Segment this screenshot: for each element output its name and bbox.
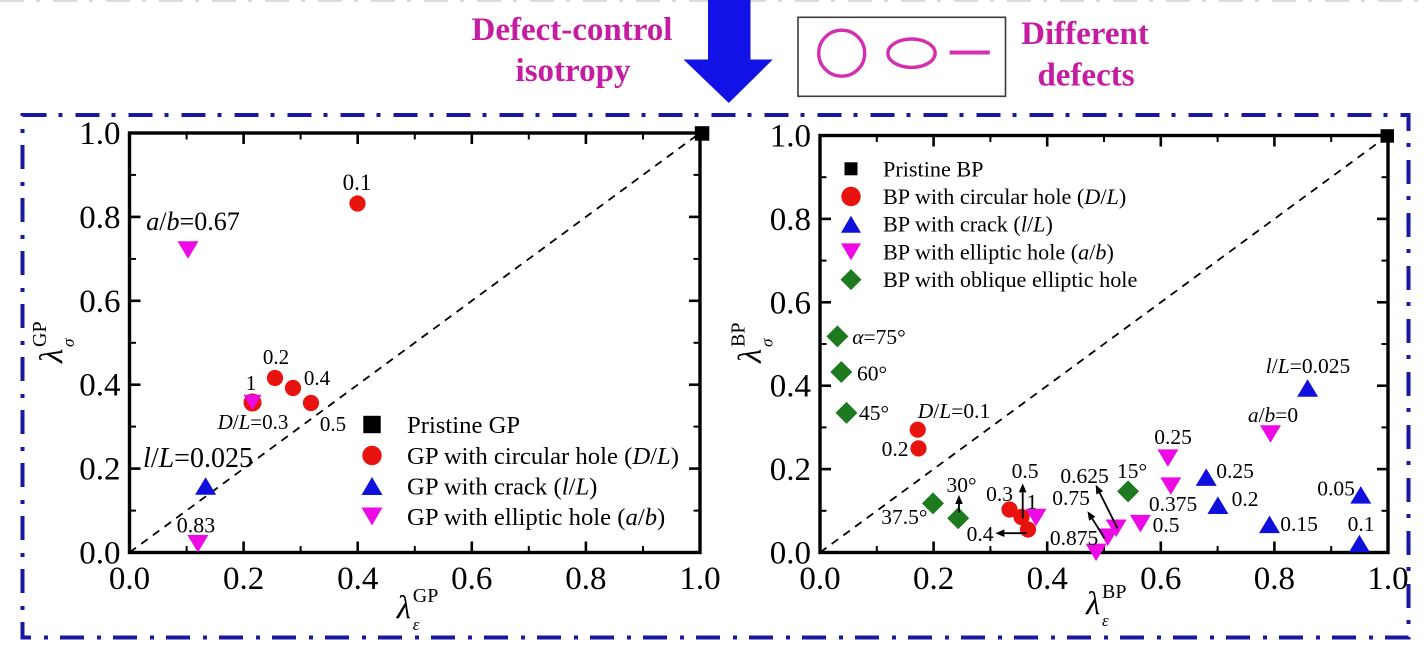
svg-text:BP: BP <box>1102 581 1126 603</box>
svg-text:Defect-control: Defect-control <box>472 12 673 48</box>
svg-text:defects: defects <box>1037 58 1134 94</box>
svg-text:0.5: 0.5 <box>320 412 346 436</box>
svg-text:0.4: 0.4 <box>967 522 994 546</box>
svg-text:λ: λ <box>733 349 769 364</box>
svg-text:GP with crack (l/L): GP with crack (l/L) <box>407 474 597 501</box>
svg-text:0.25: 0.25 <box>1216 459 1254 483</box>
svg-text:BP with crack (l/L): BP with crack (l/L) <box>883 212 1053 237</box>
svg-text:D/L=0.3: D/L=0.3 <box>217 410 289 434</box>
svg-text:0.6: 0.6 <box>79 284 120 320</box>
svg-text:1.0: 1.0 <box>770 119 811 155</box>
svg-text:Pristine GP: Pristine GP <box>407 412 520 439</box>
svg-text:D/L=0.1: D/L=0.1 <box>917 399 991 423</box>
svg-text:σ: σ <box>59 338 78 347</box>
svg-text:0.8: 0.8 <box>770 202 811 238</box>
svg-text:30°: 30° <box>947 473 977 497</box>
svg-text:0.4: 0.4 <box>1027 561 1068 597</box>
svg-text:0.15: 0.15 <box>1280 512 1318 536</box>
svg-text:0.5: 0.5 <box>1153 513 1180 537</box>
svg-text:60°: 60° <box>857 362 887 386</box>
svg-text:0.8: 0.8 <box>79 200 120 236</box>
svg-text:1.0: 1.0 <box>79 116 120 152</box>
svg-text:0.2: 0.2 <box>882 437 909 461</box>
svg-text:0.1: 0.1 <box>1348 512 1375 536</box>
svg-text:0.2: 0.2 <box>223 561 264 597</box>
svg-text:0.6: 0.6 <box>1140 561 1181 597</box>
svg-text:1: 1 <box>246 371 257 395</box>
svg-text:l/L=0.025: l/L=0.025 <box>143 443 253 474</box>
svg-text:15°: 15° <box>1117 459 1147 483</box>
svg-text:0.8: 0.8 <box>565 561 606 597</box>
svg-text:ε: ε <box>1102 611 1109 630</box>
svg-text:0.0: 0.0 <box>770 536 811 572</box>
svg-text:GP: GP <box>413 585 439 607</box>
svg-text:0.6: 0.6 <box>770 285 811 321</box>
svg-text:λ: λ <box>1085 586 1100 622</box>
svg-text:l/L=0.025: l/L=0.025 <box>1266 354 1350 378</box>
svg-text:0.8: 0.8 <box>1254 561 1295 597</box>
svg-text:BP with elliptic hole (a/b): BP with elliptic hole (a/b) <box>883 239 1114 264</box>
svg-text:0.2: 0.2 <box>770 452 811 488</box>
svg-text:1.0: 1.0 <box>679 561 720 597</box>
svg-text:0.83: 0.83 <box>177 513 216 538</box>
svg-text:λ: λ <box>396 590 411 626</box>
svg-text:σ: σ <box>758 338 777 347</box>
svg-text:0.4: 0.4 <box>304 366 331 390</box>
svg-text:BP with oblique elliptic hole: BP with oblique elliptic hole <box>883 267 1137 292</box>
svg-text:0.2: 0.2 <box>263 345 289 369</box>
svg-text:0.5: 0.5 <box>1012 459 1039 483</box>
svg-text:0.2: 0.2 <box>1232 487 1259 511</box>
svg-text:α=75°: α=75° <box>852 325 906 349</box>
svg-text:Different: Different <box>1021 16 1149 52</box>
svg-text:GP with elliptic hole (a/b): GP with elliptic hole (a/b) <box>407 504 665 531</box>
svg-text:37.5°: 37.5° <box>881 505 927 529</box>
svg-text:0.0: 0.0 <box>799 561 840 597</box>
svg-text:0.05: 0.05 <box>1317 477 1355 501</box>
svg-text:λ: λ <box>34 349 70 364</box>
svg-text:BP: BP <box>728 323 750 347</box>
svg-text:0.1: 0.1 <box>343 170 372 195</box>
svg-text:45°: 45° <box>859 401 889 425</box>
svg-text:0.2: 0.2 <box>913 561 954 597</box>
svg-text:0.0: 0.0 <box>79 536 120 572</box>
svg-text:0.375: 0.375 <box>1149 492 1197 516</box>
svg-text:isotropy: isotropy <box>516 53 631 89</box>
svg-text:0.75: 0.75 <box>1052 486 1090 510</box>
svg-text:GP with circular hole (D/L): GP with circular hole (D/L) <box>407 443 679 470</box>
svg-text:BP with circular hole (D/L): BP with circular hole (D/L) <box>883 184 1126 209</box>
svg-text:a/b=0: a/b=0 <box>1248 403 1298 427</box>
svg-text:0.625: 0.625 <box>1060 464 1108 488</box>
svg-text:a/b=0.67: a/b=0.67 <box>146 207 239 236</box>
svg-text:0.25: 0.25 <box>1154 425 1192 449</box>
svg-text:1: 1 <box>1027 490 1038 514</box>
svg-text:GP: GP <box>29 321 51 347</box>
svg-text:0.2: 0.2 <box>79 452 120 488</box>
svg-text:0.875: 0.875 <box>1050 526 1098 550</box>
svg-text:0.4: 0.4 <box>337 561 378 597</box>
svg-text:Pristine BP: Pristine BP <box>883 156 983 181</box>
svg-text:0.0: 0.0 <box>109 561 150 597</box>
svg-text:0.4: 0.4 <box>79 368 120 404</box>
svg-text:0.3: 0.3 <box>986 482 1013 506</box>
svg-text:ε: ε <box>413 615 420 634</box>
svg-text:0.6: 0.6 <box>451 561 492 597</box>
svg-text:1.0: 1.0 <box>1367 561 1408 597</box>
svg-text:0.4: 0.4 <box>770 369 811 405</box>
